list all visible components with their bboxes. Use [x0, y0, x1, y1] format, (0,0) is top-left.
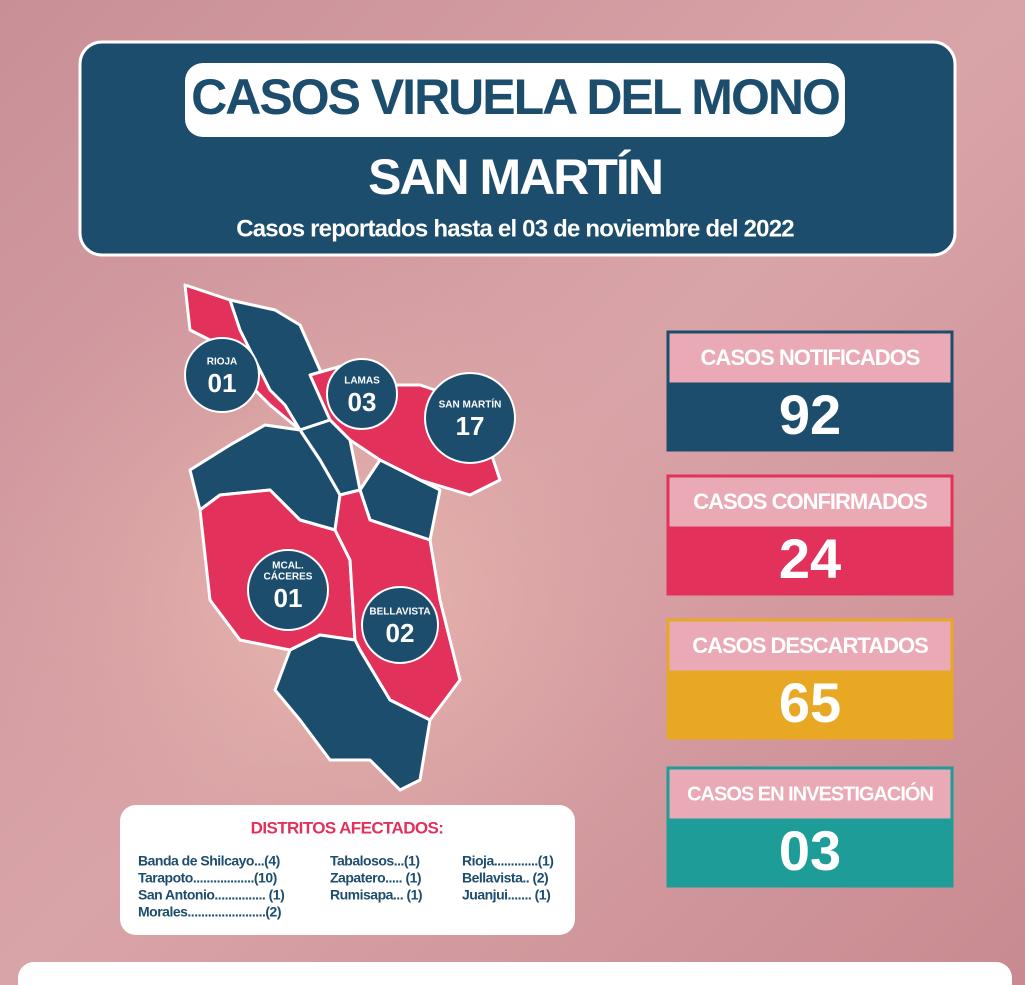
bottom-panel [18, 962, 1012, 985]
stats: CASOS NOTIFICADOS 92 CASOS CONFIRMADOS 24 CA… [666, 330, 954, 888]
districts-title: DISTRITOS AFECTADOS: [251, 818, 444, 837]
region-value: 02 [386, 618, 415, 648]
district: Tabalosos...(1) [330, 853, 419, 869]
district: Tarapoto..................(10) [138, 870, 277, 886]
district: San Antonio............... (1) [138, 887, 284, 903]
stat-value-band [666, 526, 954, 596]
region-circle [361, 586, 439, 664]
stat-label: CASOS NOTIFICADOS [701, 345, 920, 370]
districts-panel [120, 805, 575, 935]
district: Morales.......................(2) [138, 904, 281, 920]
region-value: 01 [274, 583, 303, 613]
stat-value: 24 [779, 527, 841, 590]
district: Zapatero..... (1) [330, 870, 421, 886]
district: Juanjui....... (1) [462, 887, 550, 903]
region-value: 03 [348, 387, 377, 417]
stat-label: CASOS DESCARTADOS [692, 633, 928, 658]
stat-value-band [666, 382, 954, 452]
stat-value: 65 [779, 671, 841, 734]
region-circle [247, 549, 329, 631]
region-circle [326, 358, 398, 430]
district: Rumisapa... (1) [330, 887, 422, 903]
stat-value-band [666, 670, 954, 740]
region-name: BELLAVISTA [369, 607, 430, 618]
title: CASOS VIRUELA DEL MONO [191, 69, 839, 125]
map-region [273, 633, 432, 792]
region-name: SAN MARTÍN [439, 398, 502, 411]
stat-value: 92 [779, 383, 841, 446]
region-name: RIOJA [207, 357, 238, 368]
region: SAN MARTÍN [368, 149, 662, 205]
stat-label: CASOS CONFIRMADOS [693, 489, 927, 514]
region-value: 17 [456, 411, 485, 441]
stat-label-band [666, 766, 954, 822]
stat-label: CASOS EN INVESTIGACIÓN [687, 781, 933, 805]
district: Bellavista.. (2) [462, 870, 548, 886]
title-pill [185, 63, 845, 137]
region-name: LAMAS [344, 376, 380, 387]
district: Rioja.............(1) [462, 853, 553, 869]
subtitle: Casos reportados hasta el 03 de noviembr… [236, 215, 794, 242]
region-name: CÁCERES [264, 570, 313, 583]
districts-list: Banda de Shilcayo...(4)Tarapoto.........… [138, 853, 554, 920]
stat-label-band [666, 330, 954, 386]
stat-value: 03 [779, 819, 841, 882]
stat-value-band [666, 818, 954, 888]
region-circle [184, 337, 260, 413]
region-value: 01 [208, 368, 237, 398]
region-name: MCAL. [272, 561, 304, 572]
region-circle [424, 372, 516, 464]
district: Banda de Shilcayo...(4) [138, 853, 280, 869]
